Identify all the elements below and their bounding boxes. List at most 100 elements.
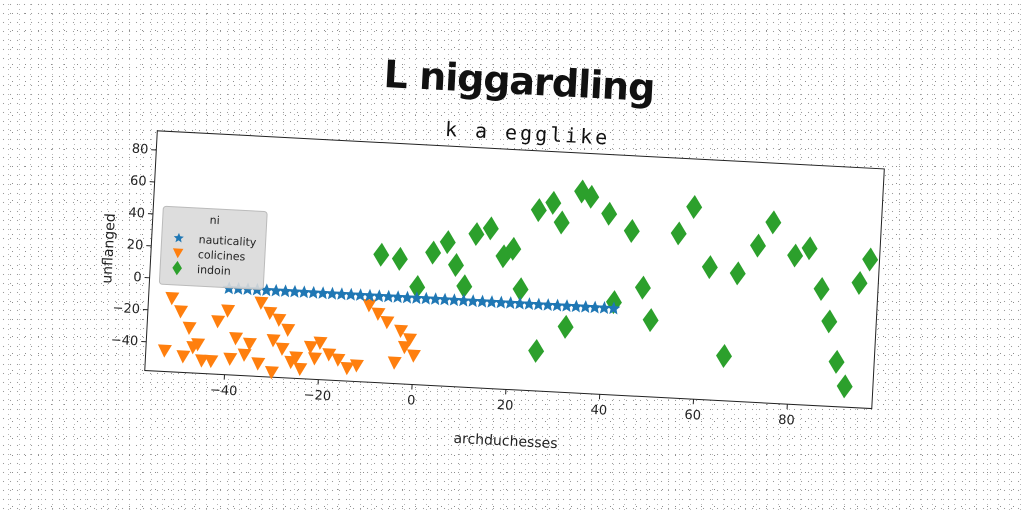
indoin-point <box>851 270 868 295</box>
indoin-point <box>750 233 766 258</box>
colicines-point <box>293 362 308 377</box>
indoin-point <box>686 195 703 219</box>
indoin-point <box>482 216 499 241</box>
nauticality-point <box>485 295 499 309</box>
colicines-point <box>182 321 197 335</box>
colicines-point <box>394 324 409 339</box>
indoin-point <box>425 240 442 265</box>
colicines-point <box>221 304 236 318</box>
nauticality-point <box>438 292 452 306</box>
colicines-point <box>281 323 296 337</box>
nauticality-point <box>278 284 293 298</box>
colicines-point <box>397 340 412 355</box>
plot-area <box>144 130 885 410</box>
x-tick-label: 0 <box>407 393 416 408</box>
colicines-point <box>211 315 226 329</box>
legend-entry-indoin: indoin <box>172 260 231 278</box>
nauticality-point <box>419 291 433 305</box>
nauticality-point <box>560 299 574 312</box>
colicines-point <box>322 348 337 362</box>
indoin-point <box>528 338 545 363</box>
colicines-point <box>275 342 290 356</box>
y-tick-label: 20 <box>126 238 143 254</box>
legend-marker-nauticality <box>173 232 184 243</box>
y-tick-label: 60 <box>130 174 147 190</box>
colicines-point <box>176 350 191 364</box>
indoin-point <box>439 230 456 255</box>
nauticality-point <box>578 300 593 313</box>
nauticality-point <box>316 286 330 300</box>
indoin-point <box>373 242 390 267</box>
colicines-point <box>165 291 180 306</box>
colicines-point <box>340 361 355 376</box>
nauticality-point <box>372 289 386 303</box>
colicines-point <box>313 336 328 350</box>
nauticality-point <box>475 294 490 308</box>
colicines-point <box>349 359 364 373</box>
nauticality-point <box>607 301 621 315</box>
indoin-point <box>505 236 522 261</box>
nauticality-point <box>522 297 536 311</box>
indoin-point <box>545 190 562 215</box>
legend-title: ni <box>209 214 220 228</box>
colicines-point <box>229 332 244 346</box>
colicines-point <box>186 341 201 355</box>
legend-entry-nauticality: nauticality <box>173 232 257 249</box>
nauticality-point <box>428 292 443 306</box>
nauticality-point <box>503 296 518 310</box>
x-tick-label: 20 <box>496 398 513 414</box>
nauticality-point <box>513 296 527 310</box>
indoin-point <box>574 179 591 204</box>
legend-box <box>158 205 268 290</box>
y-tick-label: 40 <box>128 206 145 222</box>
nauticality-point <box>353 288 368 302</box>
y-tick-label: 0 <box>133 270 142 285</box>
nauticality-point <box>288 284 302 298</box>
nauticality-point <box>400 290 415 304</box>
nauticality-point <box>597 301 611 314</box>
indoin-point <box>862 247 879 272</box>
indoin-point <box>836 374 853 399</box>
x-tick-label: 80 <box>778 413 795 429</box>
y-tick-label: 80 <box>131 142 148 158</box>
x-tick-label: −40 <box>210 383 238 399</box>
nauticality-point <box>532 297 546 311</box>
axis-ticks: −40 −20 0 20 40 60 80 −40 −20 0 20 40 60 80 <box>110 142 795 429</box>
indoin-point <box>701 255 718 280</box>
x-axis-label: archduchesses <box>453 431 558 452</box>
indoin-point <box>553 210 570 235</box>
colicines-point <box>237 348 252 362</box>
legend-label-indoin: indoin <box>197 263 231 278</box>
indoin-point <box>801 236 818 261</box>
nauticality-point <box>325 286 339 300</box>
indoin-point <box>601 201 618 226</box>
legend-marker-indoin <box>172 260 182 276</box>
indoin-point <box>623 218 640 243</box>
indoin-point <box>409 275 426 300</box>
colicines-point <box>204 354 219 369</box>
nauticality-point <box>447 293 461 307</box>
colicines-point <box>303 340 318 355</box>
y-tick-label: −20 <box>112 301 140 317</box>
x-tick-label: 40 <box>590 403 607 419</box>
nauticality-point <box>541 298 555 312</box>
indoin-point <box>765 210 782 235</box>
nauticality-point <box>494 295 508 309</box>
colicines-point <box>223 352 238 366</box>
nauticality-point <box>269 283 283 297</box>
indoin-point <box>787 243 804 268</box>
nauticality-point <box>363 288 377 302</box>
indoin-point <box>716 343 732 368</box>
colicines-point <box>264 365 279 380</box>
indoin-point <box>821 309 838 334</box>
colicines-point <box>263 306 278 320</box>
nauticality-point <box>588 300 602 314</box>
nauticality-point <box>466 294 480 308</box>
nauticality-point <box>306 285 321 299</box>
indoin-point <box>557 314 574 339</box>
nauticality-point <box>456 293 471 307</box>
indoin-point <box>447 253 464 278</box>
colicines-point <box>284 355 299 370</box>
colicines-point <box>254 296 269 310</box>
